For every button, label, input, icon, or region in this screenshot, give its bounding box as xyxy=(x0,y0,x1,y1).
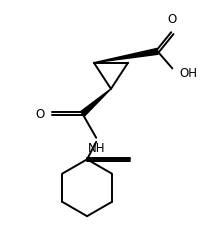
Text: OH: OH xyxy=(179,67,197,80)
Polygon shape xyxy=(81,89,111,117)
Text: O: O xyxy=(168,13,177,26)
Polygon shape xyxy=(94,49,158,64)
Text: O: O xyxy=(36,108,45,121)
Text: NH: NH xyxy=(87,142,105,155)
